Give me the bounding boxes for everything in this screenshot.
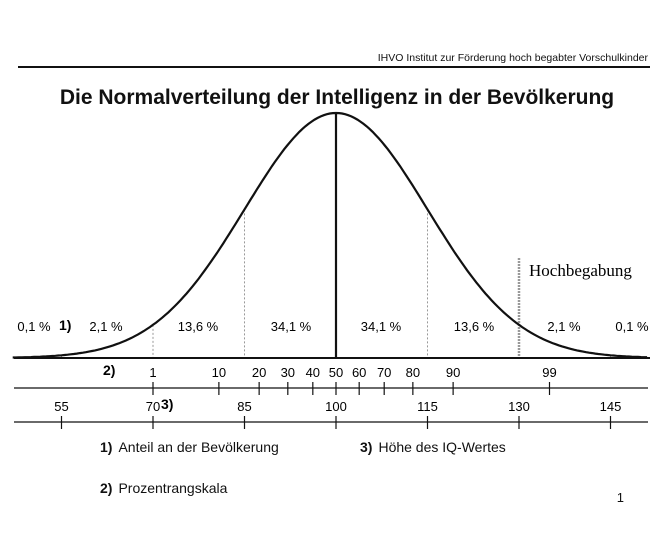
percentile-tick-label: 1: [149, 365, 156, 380]
segment-share-label: 13,6 %: [454, 319, 495, 334]
segment-share-label: 34,1 %: [361, 319, 402, 334]
legend-item-percentile: 2) Prozentrangskala: [100, 480, 227, 496]
percentile-tick-label: 20: [252, 365, 266, 380]
percentile-tick-label: 80: [406, 365, 420, 380]
percentile-tick-label: 40: [306, 365, 320, 380]
percentile-tick-label: 90: [446, 365, 460, 380]
segment-share-label: 0,1 %: [17, 319, 51, 334]
highlight-label: Hochbegabung: [529, 261, 632, 280]
iq-tick-label: 145: [600, 399, 622, 414]
percentile-tick-label: 60: [352, 365, 366, 380]
marker-share: 1): [59, 317, 71, 333]
segment-share-label: 2,1 %: [547, 319, 581, 334]
legend-text-iq: Höhe des IQ-Wertes: [378, 439, 506, 455]
iq-tick-label: 85: [237, 399, 251, 414]
iq-tick-label: 115: [417, 399, 438, 414]
percentile-tick-label: 50: [329, 365, 343, 380]
percentile-tick-label: 70: [377, 365, 391, 380]
chart-title: Die Normalverteilung der Intelligenz in …: [59, 86, 615, 109]
marker-percentile: 2): [103, 362, 115, 378]
distribution-curve: [12, 111, 648, 359]
percentile-tick-label: 10: [212, 365, 226, 380]
legend-marker-1: 1): [100, 439, 113, 455]
iq-tick-label: 100: [325, 399, 347, 414]
segment-share-label: 2,1 %: [89, 319, 123, 334]
header-organization: IHVO Institut zur Förderung hoch begabte…: [377, 52, 648, 64]
legend-text-percentile: Prozentrangskala: [118, 480, 228, 496]
legend-marker-2: 2): [100, 480, 113, 496]
segment-share-label: 13,6 %: [178, 319, 219, 334]
legend-marker-3: 3): [360, 439, 373, 455]
page-number: 1: [616, 490, 624, 505]
legend-item-share: 1) Anteil an der Bevölkerung: [100, 439, 279, 455]
percentile-tick-label: 99: [542, 365, 556, 380]
iq-tick-label: 70: [146, 399, 160, 414]
legend-text-share: Anteil an der Bevölkerung: [118, 439, 279, 455]
segment-share-label: 34,1 %: [271, 319, 312, 334]
legend-item-iq: 3) Höhe des IQ-Wertes: [360, 439, 506, 455]
marker-iq: 3): [161, 396, 173, 412]
iq-tick-label: 130: [508, 399, 530, 414]
iq-tick-label: 55: [54, 399, 68, 414]
segment-share-label: 0,1 %: [615, 319, 649, 334]
header-divider: [18, 66, 650, 68]
percentile-tick-label: 30: [281, 365, 295, 380]
